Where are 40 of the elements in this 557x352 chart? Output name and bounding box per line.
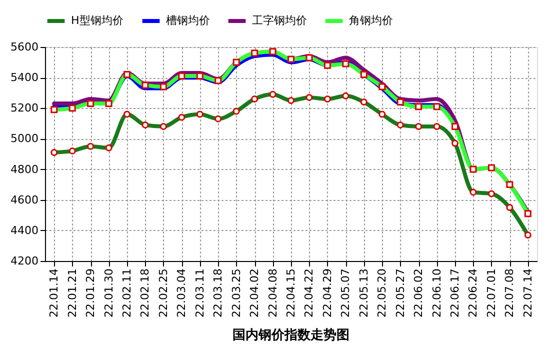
y-tick-label: 5600 xyxy=(10,40,38,54)
y-tick-label: 4800 xyxy=(10,162,38,176)
x-tick-label: 22.02.25 xyxy=(156,268,170,318)
y-tick-label: 5200 xyxy=(10,102,38,115)
y-tick-label: 4200 xyxy=(10,254,38,268)
legend-label: H型钢均价 xyxy=(71,14,124,27)
text: 国内钢价指数走势图 xyxy=(232,326,350,343)
x-tick-label: 22.06.02 xyxy=(412,268,426,318)
legend-label: 角钢均价 xyxy=(349,14,393,27)
x-tick-label: 22.03.11 xyxy=(193,268,206,318)
x-tick-label: 22.04.22 xyxy=(302,268,316,318)
x-tick-label: 22.03.04 xyxy=(175,268,188,318)
x-tick-label: 22.01.30 xyxy=(102,268,116,318)
y-tick-label: 5400 xyxy=(10,71,38,84)
x-tick-label: 22.04.29 xyxy=(320,268,334,318)
x-tick-label: 22.06.10 xyxy=(430,268,444,318)
legend-label: 槽钢均价 xyxy=(166,14,210,27)
x-tick-label: 22.07.08 xyxy=(503,268,516,318)
x-tick-label: 22.07.14 xyxy=(521,268,534,318)
y-tick-label: 5000 xyxy=(10,132,38,146)
legend-label: 工字钢均价 xyxy=(252,14,307,27)
x-tick-label: 22.06.17 xyxy=(448,268,462,318)
x-tick-label: 22.05.27 xyxy=(394,268,407,318)
x-tick-label: 22.05.20 xyxy=(376,268,389,318)
x-tick-label: 22.01.21 xyxy=(66,268,79,318)
y-tick-label: 4400 xyxy=(10,224,38,237)
y-tick-label: 4600 xyxy=(10,193,38,206)
x-tick-label: 22.04.02 xyxy=(248,268,262,318)
x-tick-label: 22.03.18 xyxy=(212,268,225,318)
x-tick-label: 22.02.11 xyxy=(120,268,134,318)
x-tick-label: 22.01.29 xyxy=(84,268,98,318)
x-tick-label: 22.05.07 xyxy=(339,268,352,318)
x-tick-label: 22.05.13 xyxy=(357,268,370,318)
x-tick-label: 22.04.15 xyxy=(284,268,298,318)
x-tick-label: 22.07.01 xyxy=(484,268,498,318)
x-tick-label: 22.02.18 xyxy=(138,268,152,318)
x-tick-label: 22.01.14 xyxy=(48,268,61,318)
x-tick-label: 22.04.08 xyxy=(266,268,280,318)
x-tick-label: 22.06.24 xyxy=(466,268,480,318)
x-tick-label: 22.03.25 xyxy=(230,268,243,318)
